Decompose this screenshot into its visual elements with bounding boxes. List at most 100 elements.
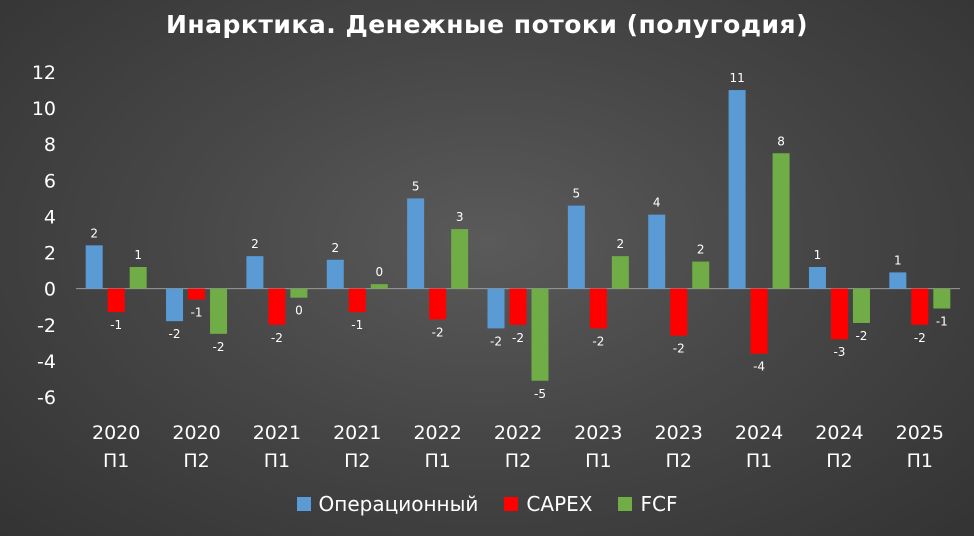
x-category-label: П2 <box>505 450 531 472</box>
x-category-label: 2023 <box>574 422 622 444</box>
bar-capex <box>911 288 929 325</box>
y-tick-label: 6 <box>44 170 56 192</box>
legend-item-operating: Операционный <box>296 492 479 516</box>
bar-operating <box>407 198 425 289</box>
data-label-operating: 5 <box>412 179 420 193</box>
data-label-capex: -4 <box>753 360 765 374</box>
bar-operating <box>326 259 344 289</box>
data-label-capex: -2 <box>432 325 444 339</box>
bar-capex <box>348 288 366 313</box>
bar-fcf <box>290 288 308 298</box>
bar-operating <box>648 214 666 289</box>
x-category-label: 2022 <box>494 422 542 444</box>
legend-item-capex: CAPEX <box>504 492 592 516</box>
bar-operating <box>728 90 746 289</box>
data-label-fcf: 2 <box>697 243 705 257</box>
x-category-label: 2020 <box>92 422 140 444</box>
x-category-label: 2021 <box>253 422 301 444</box>
bar-operating <box>889 272 907 289</box>
x-category-label: П1 <box>103 450 129 472</box>
bar-fcf <box>772 153 790 289</box>
bar-capex <box>107 288 125 313</box>
x-category-label: 2024 <box>735 422 783 444</box>
bar-fcf <box>210 288 228 334</box>
data-label-operating: 11 <box>729 71 744 85</box>
bar-fcf <box>451 229 469 289</box>
bar-operating <box>808 267 826 289</box>
bar-capex <box>830 288 848 340</box>
legend-label-fcf: FCF <box>640 492 678 516</box>
x-category-label: 2020 <box>172 422 220 444</box>
data-label-capex: -3 <box>833 345 845 359</box>
y-tick-label: -6 <box>37 387 56 409</box>
legend-label-operating: Операционный <box>318 492 479 516</box>
data-label-fcf: -1 <box>936 315 948 329</box>
y-tick-label: -4 <box>37 351 56 373</box>
legend-swatch-operating <box>296 497 311 511</box>
data-label-fcf: -2 <box>855 329 867 343</box>
data-label-operating: 2 <box>90 226 98 240</box>
bar-capex <box>188 288 206 300</box>
bar-capex <box>750 288 768 354</box>
bar-operating <box>85 245 103 289</box>
data-label-operating: 1 <box>894 253 902 267</box>
data-label-fcf: 0 <box>375 265 383 279</box>
data-label-operating: 2 <box>251 237 259 251</box>
bar-capex <box>589 288 607 329</box>
data-label-fcf: 3 <box>456 210 464 224</box>
bar-operating <box>567 205 585 289</box>
data-label-capex: -2 <box>271 331 283 345</box>
data-label-fcf: 0 <box>295 304 303 318</box>
data-label-operating: -2 <box>490 334 502 348</box>
data-label-operating: 5 <box>573 187 581 201</box>
legend-swatch-fcf <box>618 497 633 511</box>
bar-fcf <box>933 288 951 309</box>
y-tick-label: -2 <box>37 315 56 337</box>
x-category-label: П2 <box>344 450 370 472</box>
data-label-fcf: -2 <box>213 340 225 354</box>
bar-capex <box>268 288 286 325</box>
x-category-label: 2022 <box>413 422 461 444</box>
legend-item-fcf: FCF <box>618 492 677 516</box>
data-label-operating: 2 <box>331 241 339 255</box>
bar-operating <box>166 288 184 322</box>
legend-swatch-capex <box>504 497 519 511</box>
data-label-operating: 4 <box>653 196 661 210</box>
x-category-label: П1 <box>264 450 290 472</box>
data-label-operating: -2 <box>169 327 181 341</box>
bar-fcf <box>852 288 870 323</box>
data-label-capex: -2 <box>673 342 685 356</box>
y-tick-label: 10 <box>32 98 56 120</box>
bar-operating <box>246 256 264 289</box>
data-label-fcf: -5 <box>534 387 546 401</box>
x-category-label: П1 <box>746 450 772 472</box>
bar-capex <box>429 288 447 320</box>
x-category-label: 2025 <box>896 422 944 444</box>
bar-capex <box>509 288 527 325</box>
y-tick-label: 12 <box>32 62 56 84</box>
x-category-label: 2021 <box>333 422 381 444</box>
x-category-label: П1 <box>424 450 450 472</box>
bar-capex <box>670 288 688 336</box>
bar-fcf <box>531 288 549 381</box>
data-label-capex: -2 <box>512 331 524 345</box>
bar-fcf <box>692 261 710 289</box>
data-label-operating: 1 <box>814 248 822 262</box>
x-category-label: 2023 <box>655 422 703 444</box>
bar-fcf <box>370 284 388 289</box>
data-label-capex: -2 <box>914 331 926 345</box>
y-tick-label: 0 <box>44 279 56 301</box>
chart-legend: Операционный CAPEX FCF <box>0 492 974 516</box>
data-label-fcf: 2 <box>617 237 625 251</box>
data-label-fcf: 1 <box>134 248 142 262</box>
x-category-label: 2024 <box>815 422 863 444</box>
x-category-label: П2 <box>826 450 852 472</box>
bar-fcf <box>129 267 147 289</box>
x-category-label: П2 <box>666 450 692 472</box>
data-label-capex: -1 <box>110 318 122 332</box>
data-label-capex: -1 <box>191 306 203 320</box>
data-label-fcf: 8 <box>777 134 785 148</box>
data-label-capex: -1 <box>351 318 363 332</box>
x-category-label: П2 <box>183 450 209 472</box>
